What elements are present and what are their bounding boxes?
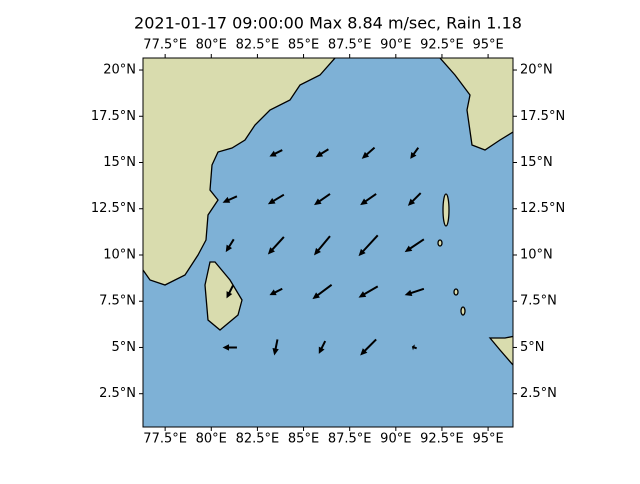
wind-arrow — [318, 340, 327, 354]
myanmar — [439, 58, 513, 151]
y-tick-label: 15°N — [520, 155, 553, 170]
y-tick-label: 20°N — [103, 63, 136, 78]
y-tick-label: 5°N — [520, 340, 545, 355]
wind-arrow — [314, 193, 331, 206]
wind-arrow — [358, 285, 379, 298]
wind-arrow — [411, 344, 417, 351]
x-tick-label: 87.5°E — [328, 38, 372, 53]
x-tick-label: 87.5°E — [328, 432, 372, 447]
y-tick-label: 20°N — [520, 63, 553, 78]
x-tick-label: 90°E — [380, 38, 411, 53]
wind-arrow — [267, 236, 285, 255]
x-tick-label: 95°E — [472, 38, 503, 53]
x-tick-label: 85°E — [288, 432, 319, 447]
wind-arrow — [269, 149, 283, 157]
x-tick-label: 80°E — [196, 38, 227, 53]
wind-arrow — [360, 193, 377, 206]
y-tick-label: 17.5°N — [520, 109, 565, 124]
wind-arrow — [314, 235, 331, 256]
wind-arrow — [315, 148, 329, 158]
andaman-islands — [442, 193, 450, 227]
wind-arrow — [269, 287, 283, 296]
x-tick-label: 85°E — [288, 38, 319, 53]
nicobar-islands — [453, 288, 459, 296]
y-tick-label: 2.5°N — [99, 386, 136, 401]
x-tick-label: 77.5°E — [143, 38, 187, 53]
great-nicobar — [460, 306, 466, 316]
wind-arrow — [404, 287, 425, 296]
y-tick-label: 17.5°N — [91, 109, 136, 124]
wind-arrow — [360, 338, 377, 356]
wind-arrow — [222, 195, 238, 203]
y-tick-label: 10°N — [103, 247, 136, 262]
y-tick-label: 7.5°N — [99, 294, 136, 309]
x-tick-label: 82.5°E — [236, 432, 280, 447]
wind-arrow — [226, 285, 234, 299]
little-andaman — [437, 239, 443, 247]
y-tick-label: 2.5°N — [520, 386, 557, 401]
x-tick-label: 92.5°E — [420, 432, 464, 447]
y-tick-label: 10°N — [520, 247, 553, 262]
map-frame — [142, 57, 514, 428]
india — [143, 58, 336, 286]
x-tick-label: 92.5°E — [420, 38, 464, 53]
malaysia — [488, 335, 513, 366]
wind-arrow — [222, 344, 237, 351]
x-tick-label: 90°E — [380, 432, 411, 447]
y-tick-label: 15°N — [103, 155, 136, 170]
chart-title: 2021-01-17 09:00:00 Max 8.84 m/sec, Rain… — [134, 14, 522, 33]
wind-arrow — [267, 193, 285, 205]
wind-arrow — [361, 146, 376, 159]
wind-arrow — [404, 238, 425, 253]
y-tick-label: 5°N — [112, 340, 137, 355]
x-tick-label: 82.5°E — [236, 38, 280, 53]
wind-arrow — [312, 283, 333, 300]
sri-lanka — [204, 261, 243, 331]
wind-arrow — [407, 192, 422, 206]
x-tick-label: 80°E — [196, 432, 227, 447]
wind-arrow — [225, 238, 235, 253]
wind-arrow — [358, 234, 379, 257]
wind-arrow — [410, 147, 420, 159]
wind-arrow — [272, 339, 279, 356]
map — [143, 58, 513, 427]
x-tick-label: 95°E — [472, 432, 503, 447]
x-tick-label: 77.5°E — [143, 432, 187, 447]
y-tick-label: 12.5°N — [91, 201, 136, 216]
y-tick-label: 12.5°N — [520, 201, 565, 216]
y-tick-label: 7.5°N — [520, 294, 557, 309]
